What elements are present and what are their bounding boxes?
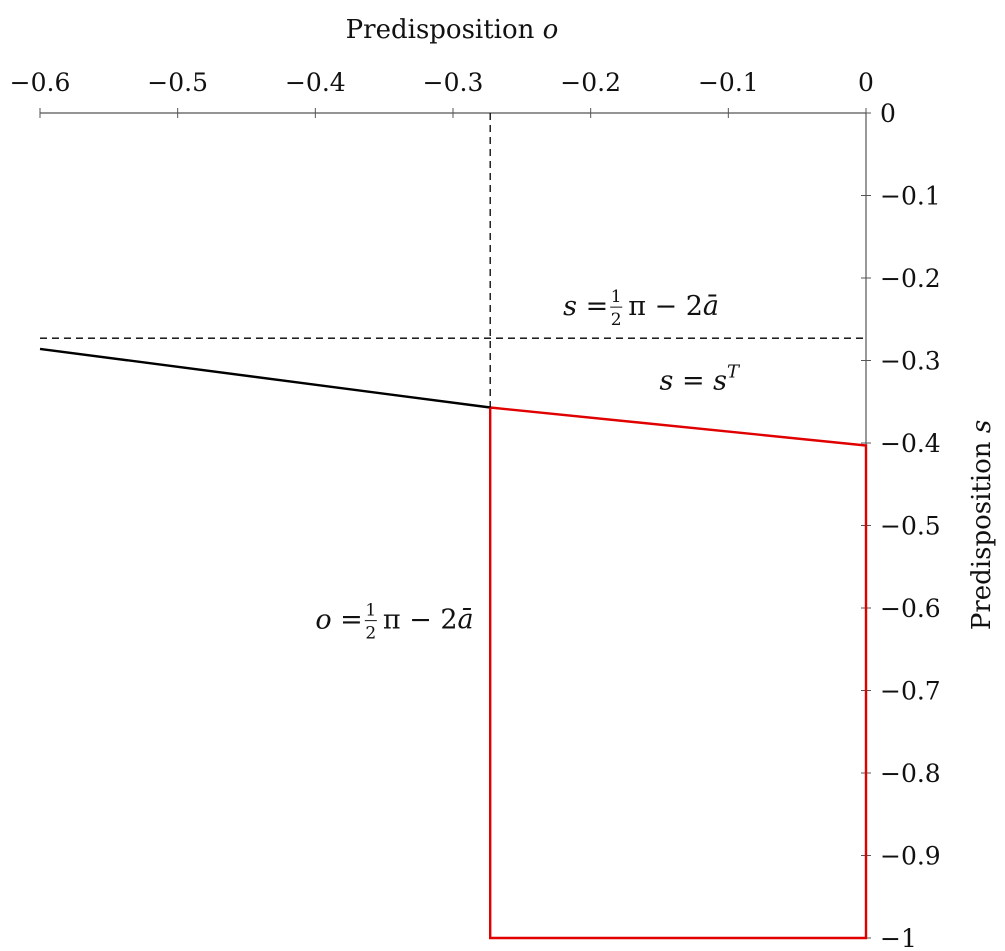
y-tick-label: −0.3 [880,347,941,376]
y-axis-title-var: s [967,420,997,433]
svg-text:s =: s = [563,291,608,322]
svg-text:1: 1 [365,601,376,621]
y-tick-label: −0.1 [880,182,941,211]
x-axis-title: Predisposition o [346,15,559,45]
y-tick-label: 0 [880,99,896,128]
x-tick-label: −0.6 [10,68,71,97]
ann-st: s = sT [660,361,742,396]
svg-text:s = sT: s = sT [660,361,742,396]
y-tick-label: −0.7 [880,677,941,706]
y-tick-label: −1 [880,924,917,951]
x-tick-label: 0 [858,68,874,97]
y-tick-label: −0.9 [880,842,941,871]
x-tick-label: −0.2 [560,68,621,97]
ann-o-ref: o = 1 2 π − 2ā [315,601,473,644]
series-line-0 [39,347,491,409]
x-tick-label: −0.1 [698,68,759,97]
x-axis-title-text: Predisposition [346,15,543,45]
y-axis-title: Predisposition s [967,420,997,630]
x-tick-label: −0.3 [423,68,484,97]
ann-s-ref: s = 1 2 π − 2ā [563,287,719,330]
svg-text:π − 2ā: π − 2ā [628,291,719,322]
x-axis-title-var: o [543,15,559,45]
annotations-layer: s = 1 2 π − 2ā s = sT o = 1 2 π − 2ā [315,287,741,644]
x-tick-label: −0.5 [147,68,208,97]
x-tick-label: −0.4 [285,68,346,97]
y-axis-title-text: Predisposition [967,433,997,630]
axes: −0.6 −0.5 −0.4 −0.3 −0.2 −0.1 00 −0.1 −0.2 −0.3 −0… [10,68,941,951]
y-tick-label: −0.8 [880,759,941,788]
svg-text:o =: o = [315,605,362,636]
svg-text:2: 2 [365,624,376,644]
svg-text:π − 2ā: π − 2ā [383,605,474,636]
svg-text:2: 2 [611,310,622,330]
y-tick-label: −0.5 [880,512,941,541]
series-line-1 [489,406,868,940]
y-tick-label: −0.4 [880,429,941,458]
y-tick-label: −0.6 [880,594,941,623]
svg-text:1: 1 [611,287,622,307]
y-tick-label: −0.2 [880,264,941,293]
series-layer [39,113,868,940]
